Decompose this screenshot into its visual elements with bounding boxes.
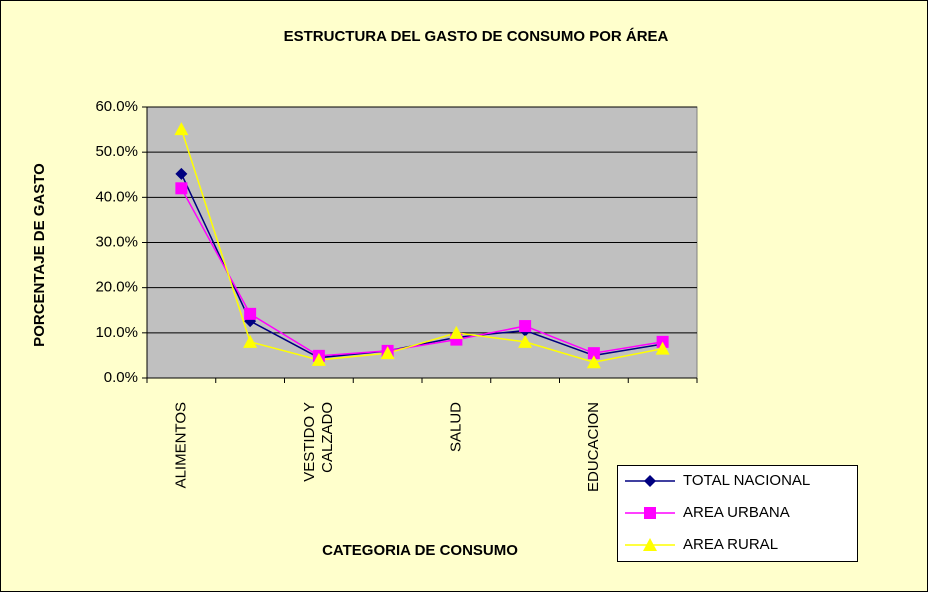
data-point <box>449 325 464 339</box>
x-tick-label: ALIMENTOS <box>172 402 189 488</box>
chart-title: ESTRUCTURA DEL GASTO DE CONSUMO POR ÁREA <box>284 28 669 45</box>
data-point <box>519 320 532 333</box>
x-axis-label: CATEGORIA DE CONSUMO <box>322 542 518 559</box>
data-point <box>587 347 600 360</box>
data-point <box>174 122 189 136</box>
legend-marker <box>643 538 657 551</box>
legend-marker <box>644 475 656 487</box>
data-point <box>175 167 188 180</box>
legend: TOTAL NACIONAL AREA URBANA AREA RURAL <box>617 465 858 562</box>
data-point <box>311 352 326 366</box>
data-point <box>244 307 257 320</box>
legend-label: AREA RURAL <box>683 536 778 553</box>
data-point <box>380 346 395 360</box>
x-tick-label: EDUCACION <box>585 402 602 492</box>
series-line <box>180 128 663 363</box>
y-tick-label: 0.0% <box>104 369 138 386</box>
y-tick-label: 20.0% <box>95 279 138 296</box>
legend-marker <box>644 507 656 519</box>
y-tick-label: 60.0% <box>95 98 138 115</box>
series-line <box>180 187 663 357</box>
x-tick-label: VESTIDO YCALZADO <box>301 402 336 482</box>
x-tick-label: SALUD <box>447 402 464 452</box>
data-point <box>586 355 601 369</box>
y-tick-label: 10.0% <box>95 324 138 341</box>
data-point <box>175 182 188 195</box>
legend-label: TOTAL NACIONAL <box>683 472 810 489</box>
y-tick-label: 40.0% <box>95 188 138 205</box>
series-line <box>180 173 663 359</box>
legend-label: AREA URBANA <box>683 504 790 521</box>
data-point <box>243 334 258 348</box>
data-point <box>655 341 670 355</box>
y-axis-label: PORCENTAJE DE GASTO <box>31 163 48 347</box>
data-point <box>518 334 533 348</box>
y-tick-label: 50.0% <box>95 143 138 160</box>
y-tick-label: 30.0% <box>95 233 138 250</box>
